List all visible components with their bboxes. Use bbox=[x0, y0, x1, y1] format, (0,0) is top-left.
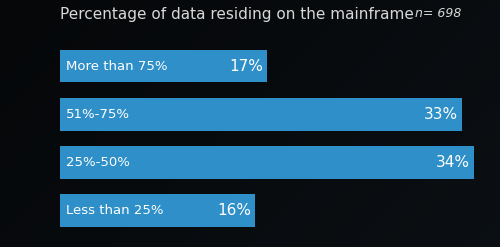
Text: 16%: 16% bbox=[217, 203, 251, 218]
Bar bbox=[60, 146, 474, 179]
Bar bbox=[60, 50, 267, 82]
Text: n= 698: n= 698 bbox=[415, 7, 462, 21]
Text: Percentage of data residing on the mainframe: Percentage of data residing on the mainf… bbox=[60, 7, 414, 22]
Text: 34%: 34% bbox=[436, 155, 470, 170]
Text: 33%: 33% bbox=[424, 107, 458, 122]
Text: 17%: 17% bbox=[230, 59, 264, 74]
Bar bbox=[60, 98, 462, 131]
Text: 25%-50%: 25%-50% bbox=[66, 156, 130, 169]
Text: More than 75%: More than 75% bbox=[66, 60, 168, 73]
Bar bbox=[60, 194, 255, 227]
Text: Less than 25%: Less than 25% bbox=[66, 204, 164, 217]
Text: 51%-75%: 51%-75% bbox=[66, 108, 130, 121]
